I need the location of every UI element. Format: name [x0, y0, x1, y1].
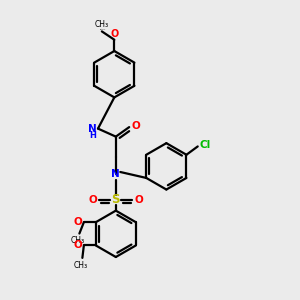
Text: O: O	[73, 217, 82, 227]
Text: O: O	[73, 240, 82, 250]
Text: O: O	[132, 121, 140, 130]
Text: CH₃: CH₃	[71, 236, 85, 245]
Text: S: S	[112, 194, 120, 206]
Text: O: O	[134, 195, 143, 205]
Text: CH₃: CH₃	[95, 20, 109, 29]
Text: O: O	[88, 195, 97, 205]
Text: H: H	[90, 130, 97, 140]
Text: O: O	[110, 29, 118, 39]
Text: N: N	[111, 169, 120, 179]
Text: CH₃: CH₃	[74, 261, 88, 270]
Text: methoxy: methoxy	[100, 29, 106, 30]
Text: Cl: Cl	[199, 140, 211, 150]
Text: N: N	[88, 124, 97, 134]
